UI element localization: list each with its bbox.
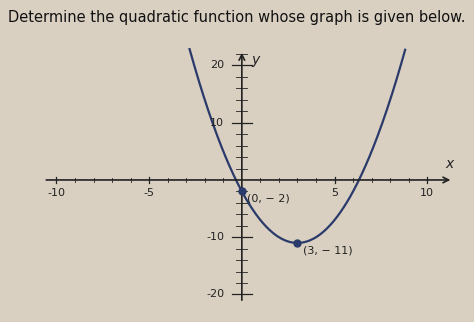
Text: Determine the quadratic function whose graph is given below.: Determine the quadratic function whose g… — [8, 10, 466, 25]
Text: -10: -10 — [206, 232, 224, 242]
Text: 10: 10 — [210, 118, 224, 128]
Text: x: x — [446, 157, 454, 171]
Text: 10: 10 — [420, 188, 434, 198]
Text: (3, − 11): (3, − 11) — [303, 246, 353, 256]
Text: 20: 20 — [210, 61, 224, 71]
Text: -20: -20 — [206, 289, 224, 299]
Text: -10: -10 — [47, 188, 65, 198]
Text: -5: -5 — [144, 188, 155, 198]
Text: (0, − 2): (0, − 2) — [247, 194, 290, 204]
Text: y: y — [251, 53, 259, 67]
Text: 5: 5 — [331, 188, 338, 198]
